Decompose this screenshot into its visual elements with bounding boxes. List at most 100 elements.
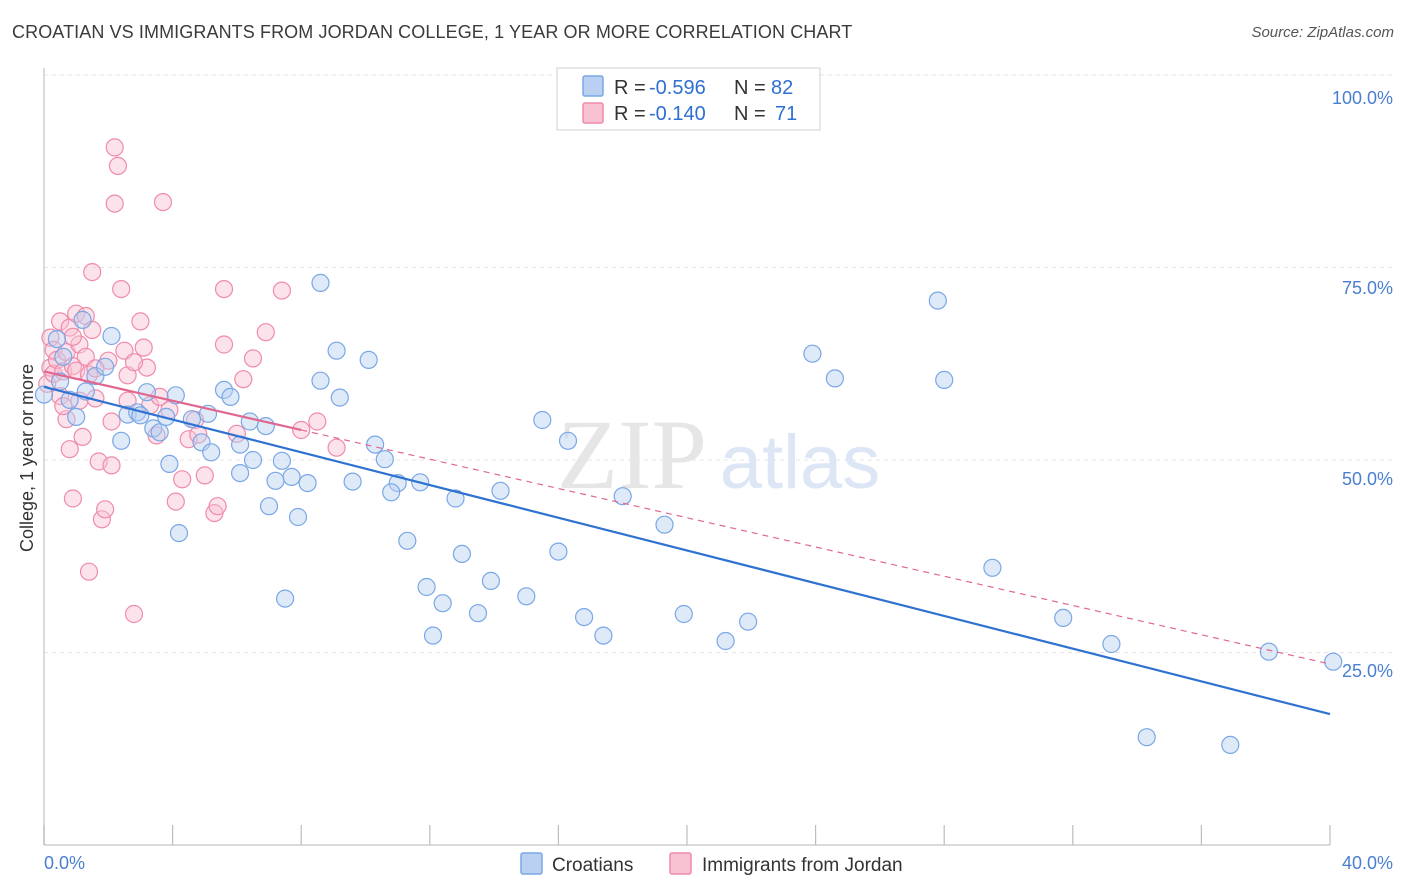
point-croatians-31 [298, 474, 317, 493]
point-jordan-61 [327, 438, 346, 457]
point-croatians-73 [259, 497, 279, 516]
point-croatians-56 [674, 604, 693, 624]
point-jordan-47 [173, 470, 192, 489]
point-croatians-32 [311, 273, 330, 292]
point-jordan-38 [124, 604, 144, 624]
point-croatians-59 [803, 344, 822, 363]
legend-r-value-2: -0.140 [649, 103, 706, 125]
legend-n-label-2: N = [734, 103, 766, 125]
point-jordan-62 [124, 353, 144, 372]
x-axis-ticks [43, 825, 1331, 845]
point-croatians-45 [468, 604, 488, 623]
point-jordan-19 [73, 427, 92, 446]
point-croatians-33 [327, 341, 346, 360]
point-croatians-79 [382, 483, 401, 502]
point-croatians-24 [240, 412, 259, 431]
point-croatians-44 [452, 544, 471, 564]
point-jordan-31 [105, 138, 124, 157]
point-croatians-66 [1221, 735, 1240, 755]
point-jordan-28 [95, 500, 115, 519]
point-jordan-46 [166, 492, 185, 511]
point-croatians-36 [359, 350, 378, 369]
point-jordan-14 [63, 489, 83, 508]
point-croatians-38 [375, 450, 394, 469]
bottom-legend-label-jordan: Immigrants from Jordan [702, 855, 903, 876]
point-croatians-81 [169, 523, 189, 543]
point-jordan-55 [234, 370, 253, 389]
point-croatians-68 [1259, 642, 1279, 661]
point-croatians-58 [738, 612, 758, 631]
point-croatians-10 [102, 326, 121, 346]
point-croatians-37 [366, 435, 385, 454]
legend-swatch-croatians [582, 75, 604, 97]
point-croatians-3 [60, 390, 79, 409]
y-axis-label: College, 1 year or more [17, 364, 37, 552]
point-croatians-7 [86, 367, 105, 386]
point-croatians-2 [54, 347, 73, 366]
point-jordan-52 [208, 497, 227, 516]
legend-n-label-1: N = [734, 77, 766, 99]
point-jordan-6 [50, 312, 70, 331]
point-jordan-64 [63, 327, 83, 346]
point-croatians-55 [655, 515, 674, 534]
point-croatians-21 [214, 380, 234, 399]
x-tick-label-min: 0.0% [44, 853, 85, 873]
trend-lines [43, 370, 1331, 716]
point-jordan-58 [272, 281, 291, 300]
series-croatians-points [34, 273, 1343, 755]
point-jordan-12 [60, 440, 79, 459]
point-jordan-56 [243, 349, 263, 368]
point-croatians-50 [549, 542, 568, 561]
legend-n-value-2: 71 [775, 103, 797, 125]
bottom-legend-label-croatians: Croatians [552, 855, 633, 876]
legend-swatch-jordan [582, 102, 604, 124]
point-jordan-50 [195, 466, 214, 485]
point-croatians-9 [73, 310, 92, 329]
watermark-zip: ZIP [557, 399, 707, 510]
point-croatians-61 [928, 291, 947, 310]
point-croatians-67 [1102, 634, 1121, 654]
legend-r-value-1: -0.596 [649, 77, 706, 99]
point-jordan-70 [214, 335, 234, 354]
source-label: Source: ZipAtlas.com [1251, 24, 1394, 41]
point-jordan-44 [153, 193, 173, 212]
point-jordan-34 [112, 280, 131, 299]
point-croatians-77 [276, 589, 295, 608]
point-croatians-28 [272, 451, 291, 470]
point-jordan-27 [92, 510, 112, 529]
point-croatians-43 [446, 489, 465, 508]
point-jordan-24 [83, 263, 102, 282]
point-croatians-15 [150, 423, 169, 442]
point-jordan-36 [118, 366, 137, 385]
point-croatians-42 [433, 594, 452, 613]
gridlines [44, 74, 1392, 653]
point-croatians-74 [112, 431, 131, 450]
legend-r-label-2: R = [614, 103, 646, 125]
point-croatians-13 [137, 383, 156, 402]
point-jordan-23 [79, 562, 99, 581]
bottom-legend-swatch-croatians [520, 852, 543, 875]
point-croatians-1 [47, 330, 67, 349]
legend-n-value-1: 82 [771, 77, 793, 99]
chart-title: CROATIAN VS IMMIGRANTS FROM JORDAN COLLE… [12, 22, 853, 42]
x-tick-label-max: 40.0% [1342, 853, 1393, 873]
point-jordan-33 [108, 156, 128, 175]
y-tick-labels: 25.0% 50.0% 75.0% 100.0% [1332, 88, 1393, 681]
point-croatians-76 [423, 626, 443, 645]
point-croatians-48 [517, 587, 536, 606]
point-croatians-64 [1054, 608, 1073, 628]
point-jordan-67 [102, 456, 121, 475]
y-tick-label-25: 25.0% [1342, 661, 1393, 681]
point-jordan-53 [214, 280, 234, 299]
legend-r-label-1: R = [614, 77, 646, 99]
point-croatians-63 [983, 558, 1002, 577]
point-croatians-54 [613, 487, 632, 506]
point-jordan-40 [134, 338, 153, 357]
point-croatians-49 [533, 410, 552, 430]
point-croatians-0 [34, 385, 54, 404]
point-croatians-72 [231, 464, 250, 483]
point-croatians-30 [288, 507, 308, 527]
point-croatians-52 [574, 607, 594, 627]
point-croatians-60 [825, 369, 845, 388]
